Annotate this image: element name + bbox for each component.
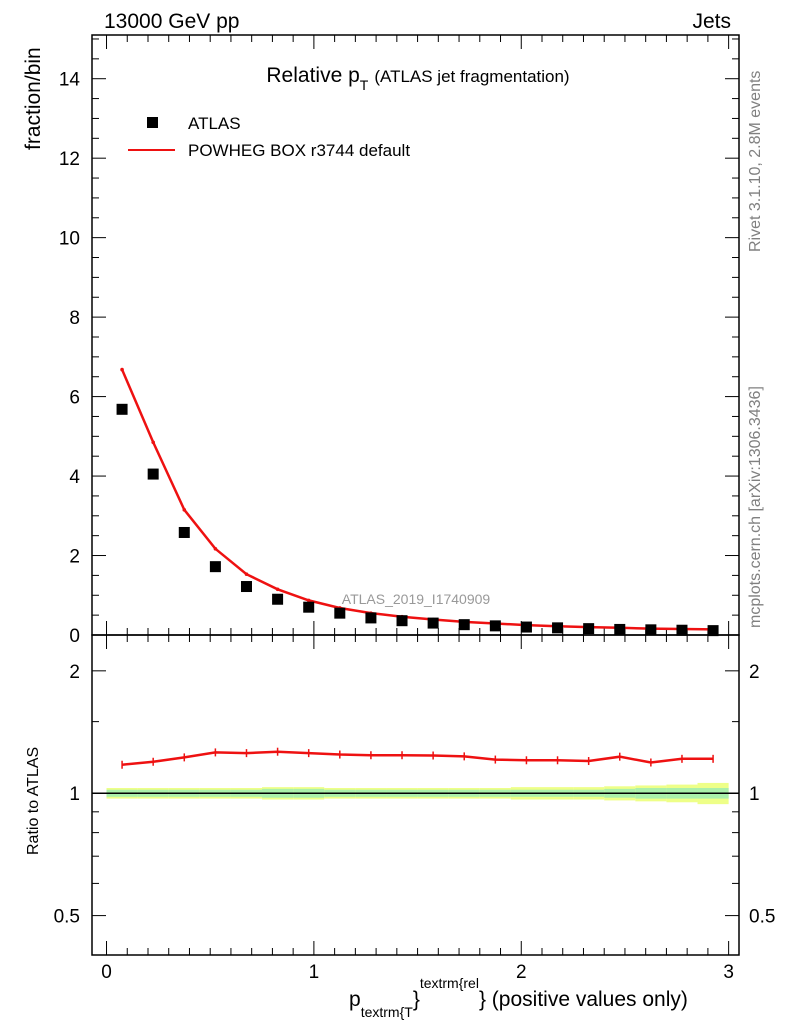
mcplots-label: mcplots.cern.ch [arXiv:1306.3436]: [747, 386, 764, 628]
atlas-point: [272, 593, 284, 605]
atlas-point: [178, 526, 190, 538]
main-axis-ticks: 0 2 4 6 8 10 12 14: [59, 35, 739, 647]
x-axis-label: ptextrm{T}textrm{rel} (positive values o…: [349, 975, 688, 1020]
ratio-ytick-label-left: 0.5: [54, 907, 80, 928]
atlas-point: [583, 623, 595, 635]
atlas-point: [707, 625, 719, 637]
main-ytick-label: 6: [69, 388, 80, 409]
atlas-point: [209, 561, 221, 573]
ratio-ytick-label-right: 2: [749, 662, 760, 683]
ratio-plot-frame: [91, 634, 740, 956]
legend-atlas-marker: [147, 117, 158, 128]
main-ytick-label: 4: [69, 467, 80, 488]
ratio-uncertainty-band: [92, 782, 739, 805]
atlas-point: [458, 619, 470, 631]
legend-powheg-label: POWHEG BOX r3744 default: [188, 141, 410, 160]
atlas-point: [427, 617, 439, 629]
x-axis-label-sup: textrm{rel: [420, 975, 479, 991]
atlas-point: [645, 624, 657, 636]
powheg-point: [182, 508, 187, 512]
main-y-axis-label: fraction/bin: [22, 47, 45, 150]
atlas-point: [614, 623, 626, 635]
ratio-ytick-label-right: 0.5: [749, 907, 775, 928]
atlas-point: [489, 620, 501, 632]
atlas-point: [334, 607, 346, 619]
x-tick-label: 1: [309, 962, 320, 983]
powheg-point: [120, 367, 124, 372]
ratio-curve: [121, 750, 714, 766]
ratio-y-axis-label: Ratio to ATLAS: [25, 747, 42, 855]
atlas-point: [520, 621, 532, 633]
x-axis-label-rest: } (positive values only): [479, 988, 688, 1011]
analysis-watermark: ATLAS_2019_I1740909: [342, 591, 491, 607]
main-ytick-label: 2: [69, 547, 80, 568]
atlas-point: [676, 624, 688, 636]
plot-title-main: Relative p: [266, 64, 359, 87]
atlas-point: [552, 622, 564, 634]
ratio-ytick-label-left: 1: [69, 784, 80, 805]
atlas-point: [365, 612, 377, 624]
plot-title-sub: T: [360, 77, 369, 93]
powheg-point: [213, 546, 218, 551]
main-ytick-label: 8: [69, 308, 80, 329]
header-jets-label: Jets: [692, 10, 731, 33]
ratio-ytick-label-left: 2: [69, 662, 80, 683]
x-axis-label-p: p: [349, 988, 361, 1011]
main-ytick-label: 12: [59, 149, 80, 170]
atlas-point: [147, 468, 159, 480]
main-ytick-label: 14: [59, 70, 81, 91]
main-series: [116, 367, 719, 637]
ratio-ytick-label-right: 1: [749, 784, 760, 805]
rivet-version-label: Rivet 3.1.10, 2.8M events: [747, 71, 764, 252]
powheg-point: [151, 440, 155, 445]
main-ytick-label: 0: [69, 626, 80, 647]
ratio-axis-ticks: 0.5 0.5 1 1 2 2 0 1 2 3: [54, 635, 775, 983]
atlas-point: [116, 403, 128, 415]
header-energy-label: 13000 GeV pp: [104, 10, 239, 33]
legend-atlas-label: ATLAS: [188, 114, 241, 133]
powheg-point: [275, 587, 280, 592]
powheg-point: [244, 572, 249, 577]
x-axis-label-sub: textrm{T: [361, 1004, 414, 1020]
plot-title: Relative pT (ATLAS jet fragmentation): [266, 64, 569, 93]
atlas-point: [240, 581, 252, 593]
atlas-point: [303, 601, 315, 613]
plot-title-detail: (ATLAS jet fragmentation): [374, 67, 569, 86]
x-axis-label-brace: }: [413, 988, 420, 1011]
x-tick-label: 2: [516, 962, 527, 983]
x-tick-label: 0: [101, 962, 112, 983]
ratio-series: [121, 747, 714, 769]
main-ytick-label: 10: [59, 229, 80, 250]
powheg-point: [306, 598, 311, 603]
atlas-point: [396, 615, 408, 627]
x-tick-label: 3: [723, 962, 734, 983]
